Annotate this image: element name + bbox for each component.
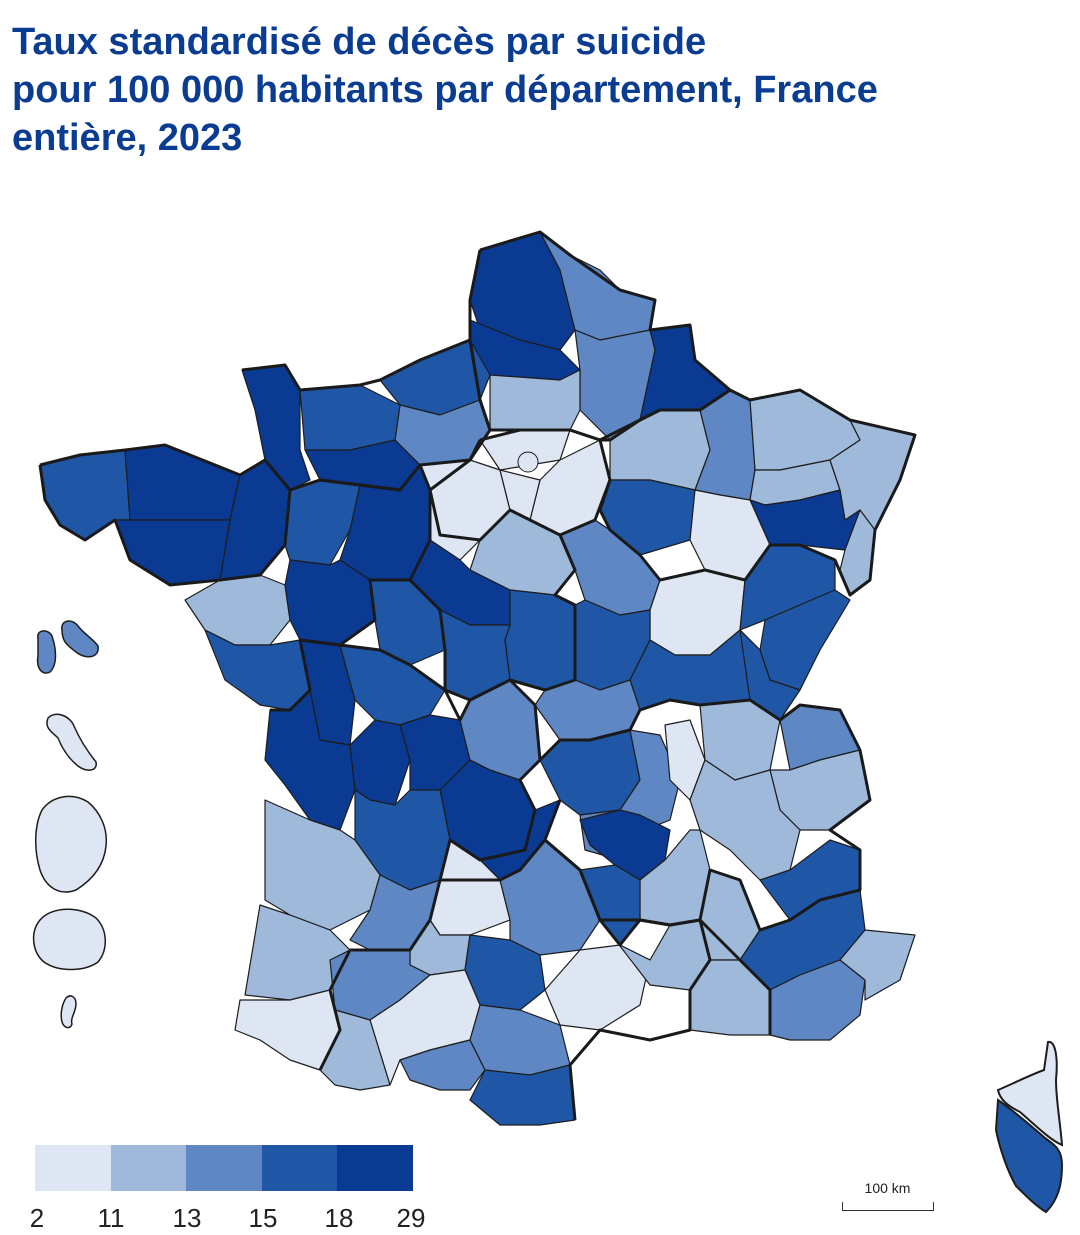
region-border-pays-loire [270,463,432,712]
scale-bar-line [842,1202,934,1211]
dept-calvados[interactable] [299,384,401,451]
legend-tick-2: 2 [29,1203,45,1233]
dept-corse-du-sud[interactable] [994,1098,1064,1214]
region-border-nouvelle-aquitaine [299,638,542,1071]
legend-swatch-5 [337,1145,413,1191]
dept-guyane[interactable] [35,795,108,893]
dept-loire-atlantique[interactable] [184,574,291,646]
scale-bar: 100 km [840,1180,935,1214]
legend-tick-13: 13 [172,1203,202,1233]
dept-morbihan[interactable] [114,519,231,586]
region-border-aura [538,698,872,947]
legend-tick-29: 29 [396,1203,426,1233]
dept-alpes-maritimes[interactable] [839,929,916,1001]
map-title: Taux standardisé de décès par suicide po… [12,18,1062,162]
region-border-idf [428,428,612,542]
color-legend: 2 11 13 15 18 29 [30,1145,426,1235]
legend-ticks: 2 11 13 15 18 29 [30,1191,426,1233]
legend-swatch-4 [261,1145,338,1191]
dept-ariege[interactable] [399,1039,486,1091]
dept-guadeloupe[interactable] [36,620,99,674]
title-line-2: pour 100 000 habitants par département, … [12,69,878,111]
legend-swatch-2 [110,1145,187,1191]
dept-pyrenees-orientales[interactable] [469,1064,576,1126]
region-border-occitanie [440,838,712,1121]
dept-haute-corse[interactable] [996,1040,1064,1147]
scale-label: 100 km [864,1180,911,1196]
region-border-bretagne [38,443,292,587]
dept-la-reunion[interactable] [32,908,106,971]
dept-var[interactable] [769,959,866,1041]
title-line-1: Taux standardisé de décès par suicide [12,21,707,63]
dept-herault[interactable] [544,944,651,1031]
dept-aude[interactable] [469,1004,571,1076]
region-border-grand-est [598,388,917,597]
dept-cher[interactable] [504,589,576,691]
title-line-3: entière, 2023 [12,117,243,159]
dept-oise[interactable] [489,369,581,431]
legend-swatch-3 [186,1145,262,1191]
dept-mayotte[interactable] [60,995,77,1029]
dept-cotes-d-armor[interactable] [124,444,241,521]
legend-tick-15: 15 [248,1203,278,1233]
legend-swatch-1 [35,1145,111,1191]
legend-swatches [35,1145,413,1191]
legend-tick-18: 18 [324,1203,354,1233]
legend-tick-11: 11 [97,1203,125,1233]
dept-pyrenees-atlantiques[interactable] [234,989,341,1071]
dept-paris[interactable] [517,451,539,473]
dept-martinique[interactable] [46,713,97,771]
region-border-paca [698,918,772,1035]
